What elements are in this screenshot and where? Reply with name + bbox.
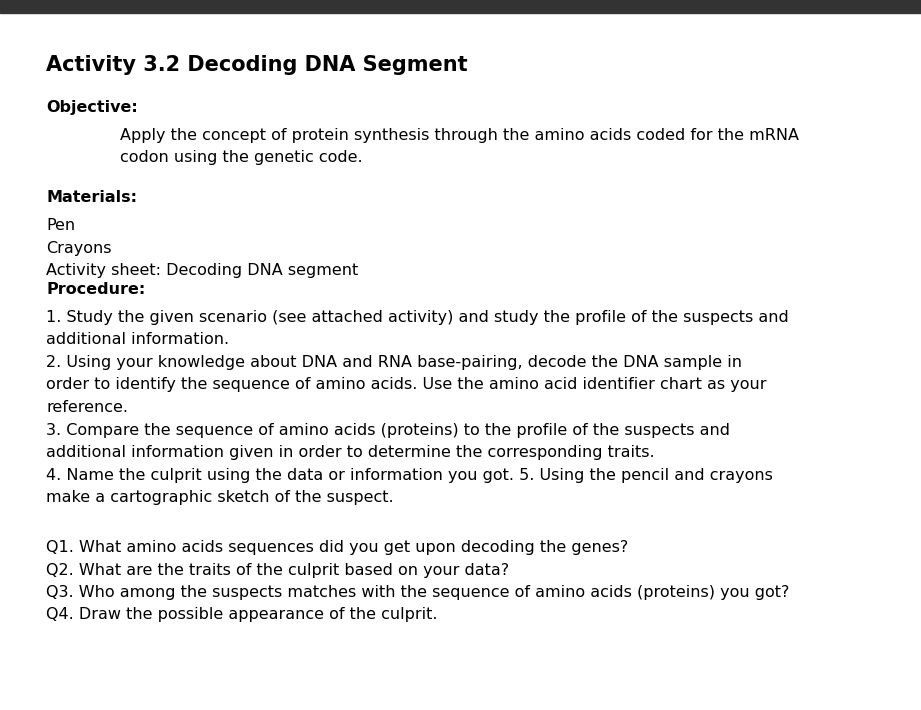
Bar <box>0 0 921 13</box>
Text: 1. Study the given scenario (see attached activity) and study the profile of the: 1. Study the given scenario (see attache… <box>46 310 788 325</box>
Text: additional information.: additional information. <box>46 332 229 347</box>
Text: additional information given in order to determine the corresponding traits.: additional information given in order to… <box>46 445 655 460</box>
Text: order to identify the sequence of amino acids. Use the amino acid identifier cha: order to identify the sequence of amino … <box>46 378 766 393</box>
Text: codon using the genetic code.: codon using the genetic code. <box>120 151 362 165</box>
Text: Procedure:: Procedure: <box>46 282 146 297</box>
Text: Activity sheet: Decoding DNA segment: Activity sheet: Decoding DNA segment <box>46 263 358 278</box>
Text: 3. Compare the sequence of amino acids (proteins) to the profile of the suspects: 3. Compare the sequence of amino acids (… <box>46 422 730 437</box>
Text: make a cartographic sketch of the suspect.: make a cartographic sketch of the suspec… <box>46 490 393 505</box>
Text: Pen: Pen <box>46 218 76 233</box>
Text: Apply the concept of protein synthesis through the amino acids coded for the mRN: Apply the concept of protein synthesis t… <box>120 128 799 143</box>
Text: Q1. What amino acids sequences did you get upon decoding the genes?: Q1. What amino acids sequences did you g… <box>46 540 628 555</box>
Text: Q3. Who among the suspects matches with the sequence of amino acids (proteins) y: Q3. Who among the suspects matches with … <box>46 585 789 600</box>
Text: Crayons: Crayons <box>46 241 111 256</box>
Text: Activity 3.2 Decoding DNA Segment: Activity 3.2 Decoding DNA Segment <box>46 55 468 75</box>
Text: Q2. What are the traits of the culprit based on your data?: Q2. What are the traits of the culprit b… <box>46 562 509 577</box>
Text: 4. Name the culprit using the data or information you got. 5. Using the pencil a: 4. Name the culprit using the data or in… <box>46 467 773 483</box>
Text: Objective:: Objective: <box>46 100 138 115</box>
Text: Materials:: Materials: <box>46 190 137 205</box>
Text: Q4. Draw the possible appearance of the culprit.: Q4. Draw the possible appearance of the … <box>46 608 437 623</box>
Text: 2. Using your knowledge about DNA and RNA base-pairing, decode the DNA sample in: 2. Using your knowledge about DNA and RN… <box>46 355 742 370</box>
Text: reference.: reference. <box>46 400 128 415</box>
